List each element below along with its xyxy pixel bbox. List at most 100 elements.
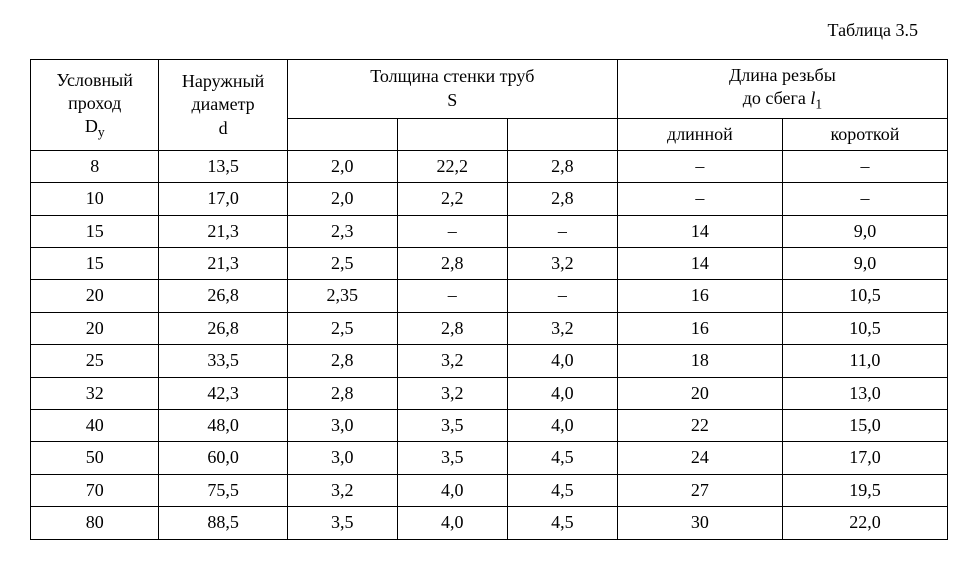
table-cell: – <box>397 280 507 312</box>
table-cell: 20 <box>617 377 782 409</box>
header-col2-l3: d <box>219 118 228 138</box>
table-cell: 32 <box>31 377 159 409</box>
table-cell: 20 <box>31 280 159 312</box>
table-cell: 3,2 <box>397 377 507 409</box>
table-cell: 2,8 <box>397 312 507 344</box>
header-s-sub1 <box>287 118 397 150</box>
table-cell: 50 <box>31 442 159 474</box>
pipe-dimensions-table: Условный проход Dу Наружный диаметр d То… <box>30 59 948 540</box>
table-header-row-1: Условный проход Dу Наружный диаметр d То… <box>31 60 948 119</box>
table-cell: 16 <box>617 312 782 344</box>
table-cell: 17,0 <box>159 183 287 215</box>
table-cell: 2,0 <box>287 150 397 182</box>
table-cell: 18 <box>617 345 782 377</box>
table-cell: 27 <box>617 474 782 506</box>
table-cell: 3,5 <box>397 410 507 442</box>
header-short-thread: короткой <box>782 118 947 150</box>
table-row: 813,52,022,22,8–– <box>31 150 948 182</box>
header-col1-l3-pre: D <box>85 116 98 136</box>
table-cell: 2,8 <box>507 183 617 215</box>
table-cell: 26,8 <box>159 312 287 344</box>
header-d: Наружный диаметр d <box>159 60 287 151</box>
table-cell: 70 <box>31 474 159 506</box>
table-cell: 13,0 <box>782 377 947 409</box>
table-row: 2026,82,52,83,21610,5 <box>31 312 948 344</box>
table-cell: 3,2 <box>507 248 617 280</box>
table-cell: – <box>507 215 617 247</box>
table-cell: 9,0 <box>782 215 947 247</box>
table-cell: 80 <box>31 507 159 539</box>
table-cell: 2,5 <box>287 248 397 280</box>
table-cell: 2,8 <box>287 345 397 377</box>
table-cell: 2,8 <box>507 150 617 182</box>
header-long-thread: длинной <box>617 118 782 150</box>
table-cell: 14 <box>617 248 782 280</box>
header-col2-l2: диаметр <box>191 94 254 114</box>
table-cell: 21,3 <box>159 215 287 247</box>
table-cell: 17,0 <box>782 442 947 474</box>
header-col67-l1: Длина резьбы <box>729 65 836 85</box>
table-cell: 2,8 <box>287 377 397 409</box>
table-cell: 3,0 <box>287 442 397 474</box>
table-cell: 2,0 <box>287 183 397 215</box>
table-cell: 3,5 <box>287 507 397 539</box>
header-thread-length: Длина резьбы до сбега l1 <box>617 60 947 119</box>
table-cell: 48,0 <box>159 410 287 442</box>
table-cell: 4,0 <box>507 410 617 442</box>
table-row: 1521,32,52,83,2149,0 <box>31 248 948 280</box>
table-cell: 33,5 <box>159 345 287 377</box>
table-cell: 15,0 <box>782 410 947 442</box>
header-s-sub2 <box>397 118 507 150</box>
table-cell: – <box>617 150 782 182</box>
header-col1-l1: Условный <box>56 70 132 90</box>
table-cell: 4,0 <box>397 474 507 506</box>
table-cell: 88,5 <box>159 507 287 539</box>
table-cell: – <box>617 183 782 215</box>
table-row: 7075,53,24,04,52719,5 <box>31 474 948 506</box>
header-col2-l1: Наружный <box>182 71 264 91</box>
table-cell: 22,0 <box>782 507 947 539</box>
table-cell: 42,3 <box>159 377 287 409</box>
table-cell: 15 <box>31 248 159 280</box>
table-cell: – <box>397 215 507 247</box>
table-row: 2026,82,35––1610,5 <box>31 280 948 312</box>
table-cell: 20 <box>31 312 159 344</box>
table-cell: – <box>507 280 617 312</box>
table-cell: 3,2 <box>507 312 617 344</box>
table-cell: 4,0 <box>507 377 617 409</box>
table-cell: 30 <box>617 507 782 539</box>
table-cell: 4,5 <box>507 474 617 506</box>
table-cell: 26,8 <box>159 280 287 312</box>
table-row: 4048,03,03,54,02215,0 <box>31 410 948 442</box>
table-cell: – <box>782 150 947 182</box>
table-row: 2533,52,83,24,01811,0 <box>31 345 948 377</box>
table-cell: 10,5 <box>782 280 947 312</box>
table-cell: 22,2 <box>397 150 507 182</box>
table-cell: 3,5 <box>397 442 507 474</box>
table-cell: 11,0 <box>782 345 947 377</box>
table-cell: 10 <box>31 183 159 215</box>
table-cell: 13,5 <box>159 150 287 182</box>
table-cell: 10,5 <box>782 312 947 344</box>
header-wall-thickness: Толщина стенки труб S <box>287 60 617 119</box>
table-cell: 2,35 <box>287 280 397 312</box>
table-cell: – <box>782 183 947 215</box>
table-cell: 4,0 <box>507 345 617 377</box>
table-cell: 19,5 <box>782 474 947 506</box>
table-cell: 14 <box>617 215 782 247</box>
table-cell: 2,3 <box>287 215 397 247</box>
table-cell: 2,8 <box>397 248 507 280</box>
table-cell: 22 <box>617 410 782 442</box>
header-s-sub3 <box>507 118 617 150</box>
table-cell: 9,0 <box>782 248 947 280</box>
table-cell: 2,5 <box>287 312 397 344</box>
table-row: 3242,32,83,24,02013,0 <box>31 377 948 409</box>
table-cell: 8 <box>31 150 159 182</box>
table-cell: 24 <box>617 442 782 474</box>
header-col345-l1: Толщина стенки труб <box>370 66 534 86</box>
table-cell: 3,2 <box>397 345 507 377</box>
table-row: 1521,32,3––149,0 <box>31 215 948 247</box>
table-cell: 4,0 <box>397 507 507 539</box>
table-cell: 15 <box>31 215 159 247</box>
table-cell: 25 <box>31 345 159 377</box>
